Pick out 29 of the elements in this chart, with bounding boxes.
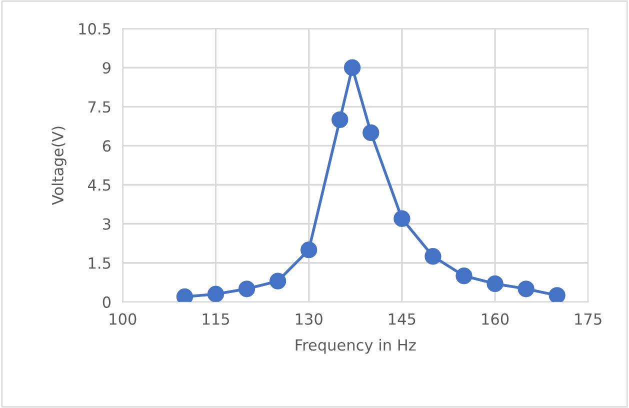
y-tick-label: 10.5 — [79, 23, 110, 35]
y-tick-label: 9 — [102, 62, 110, 74]
y-tick-label: 3 — [102, 218, 110, 230]
x-tick-label: 130 — [296, 313, 322, 325]
x-tick-label: 160 — [482, 313, 509, 325]
point — [548, 287, 566, 302]
point — [300, 242, 318, 258]
point — [394, 210, 410, 227]
point — [362, 124, 380, 142]
y-tick-label: 7.5 — [88, 101, 110, 113]
point — [269, 272, 286, 290]
point — [238, 280, 256, 298]
x-tick-label: 145 — [389, 314, 416, 325]
point — [518, 280, 534, 298]
x-axis-title: Frequency in Hz — [296, 338, 416, 354]
y-tick-label: 1.5 — [88, 258, 110, 269]
y-tick-label: 6 — [102, 140, 111, 152]
point — [344, 59, 361, 76]
y-axis-title: Voltage(V) — [52, 126, 66, 205]
point — [424, 248, 442, 265]
point — [207, 286, 224, 302]
x-tick-label: 115 — [202, 314, 229, 325]
x-tick-label: 175 — [575, 314, 602, 325]
point — [332, 111, 348, 128]
point — [486, 275, 504, 292]
point — [456, 268, 472, 284]
x-tick-label: 100 — [110, 313, 136, 325]
y-tick-label: 4.5 — [88, 179, 110, 191]
y-tick-label: 0 — [102, 296, 111, 308]
